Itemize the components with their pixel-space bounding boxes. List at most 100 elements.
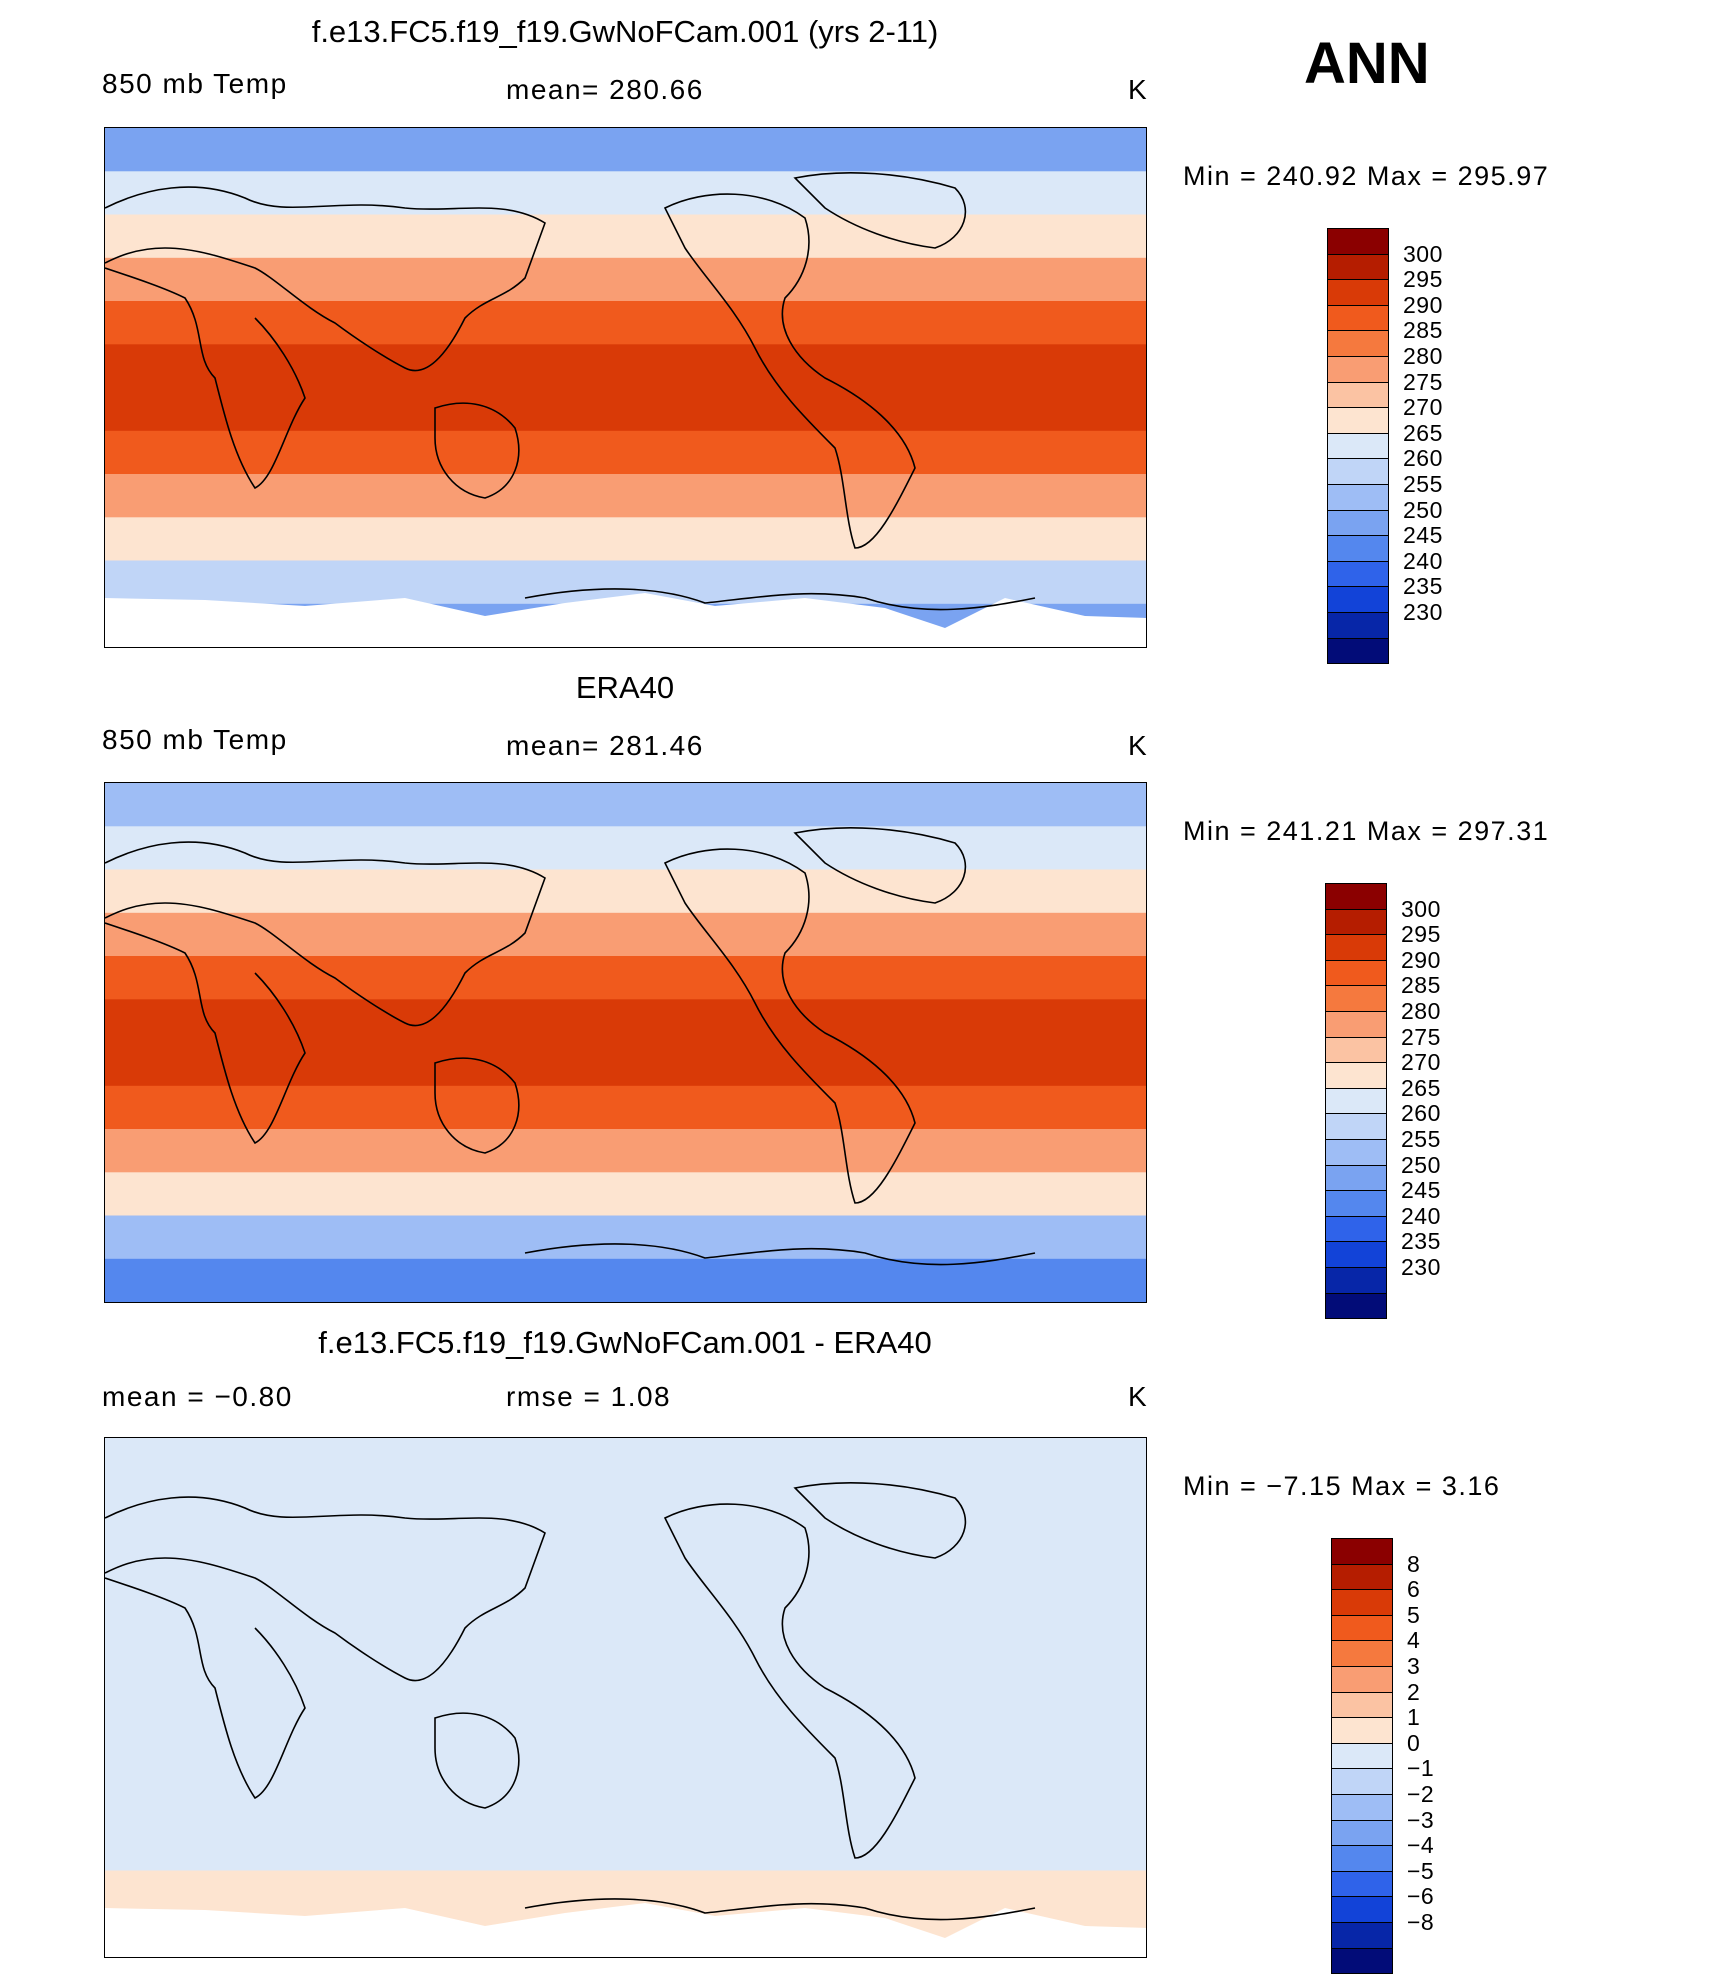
panel-3-map-svg — [105, 1438, 1146, 1957]
coastline — [793, 1482, 967, 1559]
coastline — [434, 1712, 520, 1809]
colorbar-swatch — [1325, 1139, 1387, 1166]
map-band — [105, 1654, 1146, 1699]
colorbar-swatch — [1327, 484, 1389, 511]
colorbar-swatch — [1331, 1947, 1393, 1974]
colorbar-tick-label: −5 — [1407, 1857, 1435, 1884]
map-band — [105, 171, 1146, 216]
colorbar-tick-label: 1 — [1407, 1704, 1421, 1731]
colorbar-tick-label: −8 — [1407, 1909, 1435, 1935]
map-band — [105, 1697, 1146, 1742]
colorbar-tick-label: 245 — [1401, 1177, 1441, 1204]
panel-1-map-svg — [105, 128, 1146, 647]
colorbar-tick-label: −2 — [1407, 1781, 1435, 1807]
colorbar-swatch — [1331, 1922, 1393, 1949]
colorbar-tick-label: 255 — [1401, 1126, 1441, 1152]
colorbar-tick-label: 285 — [1401, 972, 1441, 999]
coastline — [105, 922, 306, 1145]
map-band — [105, 1438, 1146, 1482]
coastline — [434, 1057, 520, 1154]
coastline — [105, 1496, 546, 1682]
map-band — [105, 128, 1146, 172]
colorbar-tick-label: 295 — [1401, 921, 1441, 948]
colorbar-tick-label: 285 — [1403, 317, 1443, 344]
coastline — [105, 1577, 306, 1800]
colorbar-tick-label: 240 — [1403, 547, 1443, 574]
coastline — [524, 1898, 1036, 1921]
colorbar-tick-label: 230 — [1403, 599, 1443, 625]
colorbar-swatch — [1325, 1190, 1387, 1217]
map-band — [105, 430, 1146, 475]
panel-2-field-label: 850 mb Temp — [102, 724, 288, 755]
map-band — [105, 1172, 1146, 1217]
colorbar-swatch — [1327, 432, 1389, 460]
colorbar-tick-label: 3 — [1407, 1653, 1421, 1679]
colorbar-swatch — [1325, 1292, 1387, 1320]
panel-1-colorbar: 300 295 290 285 280 275 270 265 260 255 250 245 240 2… — [1327, 228, 1477, 665]
colorbar-swatch — [1325, 959, 1387, 987]
panel-3-colorbar: 8 6 5 4 3 2 1 0 −1 −2 −3 −4 −5 −6 −8 — [1331, 1538, 1481, 1974]
panel-2-map-svg — [105, 783, 1146, 1302]
antarctica-missing-region — [105, 1903, 1146, 1957]
colorbar-tick-label: −3 — [1407, 1806, 1435, 1833]
coastline — [524, 588, 1036, 611]
colorbar-tick-label: 290 — [1401, 946, 1441, 973]
colorbar-swatch — [1325, 985, 1387, 1012]
colorbar-swatch — [1327, 279, 1389, 306]
colorbar-tick-label: 230 — [1401, 1254, 1441, 1280]
colorbar-swatch — [1327, 330, 1389, 357]
colorbar-swatch — [1325, 883, 1387, 910]
colorbar-tick-label: 250 — [1401, 1151, 1441, 1178]
colorbar-swatch — [1331, 1717, 1393, 1744]
colorbar-swatch — [1327, 304, 1389, 332]
colorbar-tick-label: 235 — [1401, 1228, 1441, 1255]
coastline — [663, 193, 916, 549]
panel-3-map — [104, 1437, 1147, 1958]
map-band — [105, 1567, 1146, 1612]
colorbar-swatch — [1327, 560, 1389, 588]
colorbar-swatch — [1327, 586, 1389, 613]
coastline — [524, 1243, 1036, 1266]
colorbar-swatch — [1325, 1062, 1387, 1089]
colorbar-swatch — [1325, 1164, 1387, 1192]
panel-1-units-label: K — [1128, 74, 1149, 105]
coastline — [105, 267, 306, 490]
colorbar-tick-label: 5 — [1407, 1601, 1421, 1628]
colorbar-swatch — [1325, 908, 1387, 936]
panel-2-map — [104, 782, 1147, 1303]
colorbar-tick-label: 255 — [1403, 471, 1443, 497]
colorbar-swatch — [1327, 381, 1389, 409]
colorbar-swatch — [1327, 637, 1389, 665]
colorbar-swatch — [1325, 1241, 1387, 1268]
panel-1-field-label: 850 mb Temp — [102, 68, 288, 99]
colorbar-tick-label: 295 — [1403, 266, 1443, 293]
colorbar-swatch — [1325, 1267, 1387, 1294]
panel-1-title: f.e13.FC5.f19_f19.GwNoFCam.001 (yrs 2-11… — [311, 14, 939, 49]
colorbar-swatch — [1331, 1589, 1393, 1616]
colorbar-tick-label: 235 — [1403, 573, 1443, 600]
map-band — [105, 999, 1146, 1044]
coastline — [663, 1503, 916, 1859]
colorbar-swatch — [1325, 1036, 1387, 1064]
panel-3-mean-label: mean = −0.80 — [102, 1381, 293, 1412]
colorbar-swatch — [1325, 1087, 1387, 1115]
map-band — [105, 1129, 1146, 1173]
map-band — [105, 1784, 1146, 1828]
colorbar-tick-label: 275 — [1403, 368, 1443, 395]
map-band — [105, 1481, 1146, 1526]
map-band — [105, 301, 1146, 345]
colorbar-tick-label: 275 — [1401, 1023, 1441, 1050]
colorbar-swatch — [1331, 1640, 1393, 1667]
colorbar-swatch — [1331, 1870, 1393, 1898]
colorbar-swatch — [1331, 1538, 1393, 1565]
coastline — [105, 186, 546, 372]
colorbar-swatch — [1327, 535, 1389, 562]
colorbar-swatch — [1331, 1794, 1393, 1821]
colorbar-tick-label: 2 — [1407, 1678, 1421, 1705]
panel-3-minmax: Min = −7.15 Max = 3.16 — [1183, 1471, 1501, 1501]
colorbar-swatch — [1331, 1691, 1393, 1719]
panel-1-minmax: Min = 240.92 Max = 295.97 — [1183, 161, 1550, 191]
colorbar-swatch — [1331, 1819, 1393, 1847]
colorbar-tick-label: 280 — [1403, 343, 1443, 369]
map-band — [105, 344, 1146, 389]
